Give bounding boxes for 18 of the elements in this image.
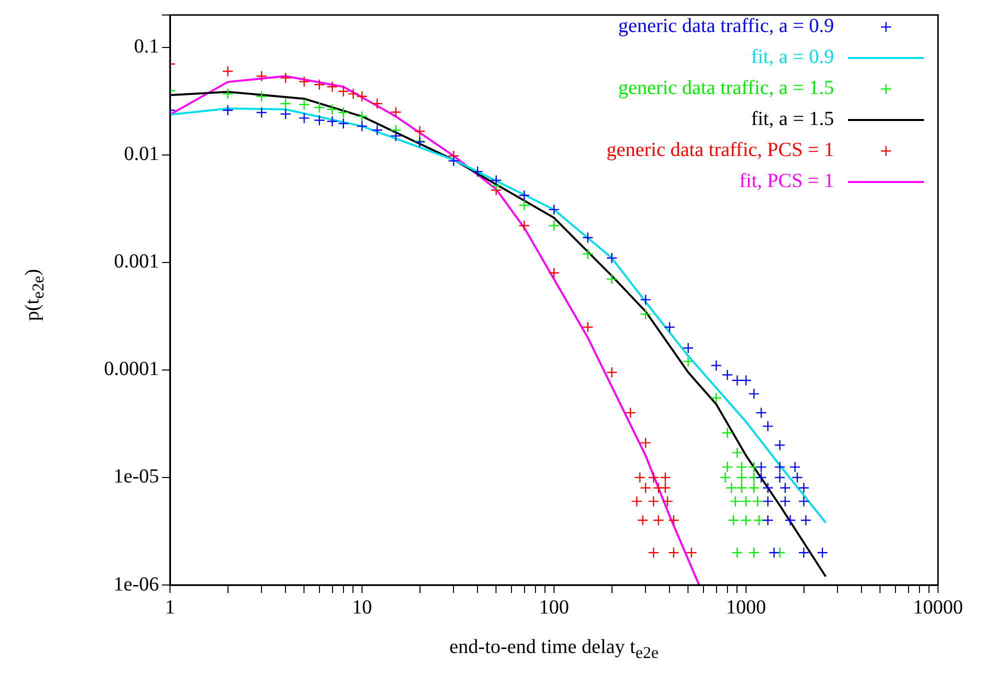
y-tick-label: 1e-05 <box>113 466 159 488</box>
y-tick-label: 0.0001 <box>104 358 159 380</box>
legend-label: generic data traffic, a = 1.5 <box>618 77 834 100</box>
x-tick-label: 10000 <box>913 596 963 618</box>
x-tick-label: 1000 <box>726 596 766 618</box>
x-tick-label: 1 <box>165 596 175 618</box>
legend-label: fit, PCS = 1 <box>739 170 834 193</box>
legend-label: fit, a = 0.9 <box>751 46 834 69</box>
y-tick-label: 0.01 <box>124 143 159 166</box>
y-tick-label: 0.001 <box>114 250 159 273</box>
x-axis-title: end-to-end time delay t$_{e2e}$ <box>448 636 660 663</box>
y-tick-label: 1e-06 <box>113 573 159 596</box>
x-tick-label: 10 <box>352 596 372 618</box>
legend-label: generic data traffic, a = 0.9 <box>618 15 834 38</box>
y-tick-label: 0.1 <box>134 36 159 58</box>
legend-label: fit, a = 1.5 <box>751 108 834 131</box>
legend-label: generic data traffic, PCS = 1 <box>606 139 834 162</box>
x-tick-label: 100 <box>539 596 569 618</box>
